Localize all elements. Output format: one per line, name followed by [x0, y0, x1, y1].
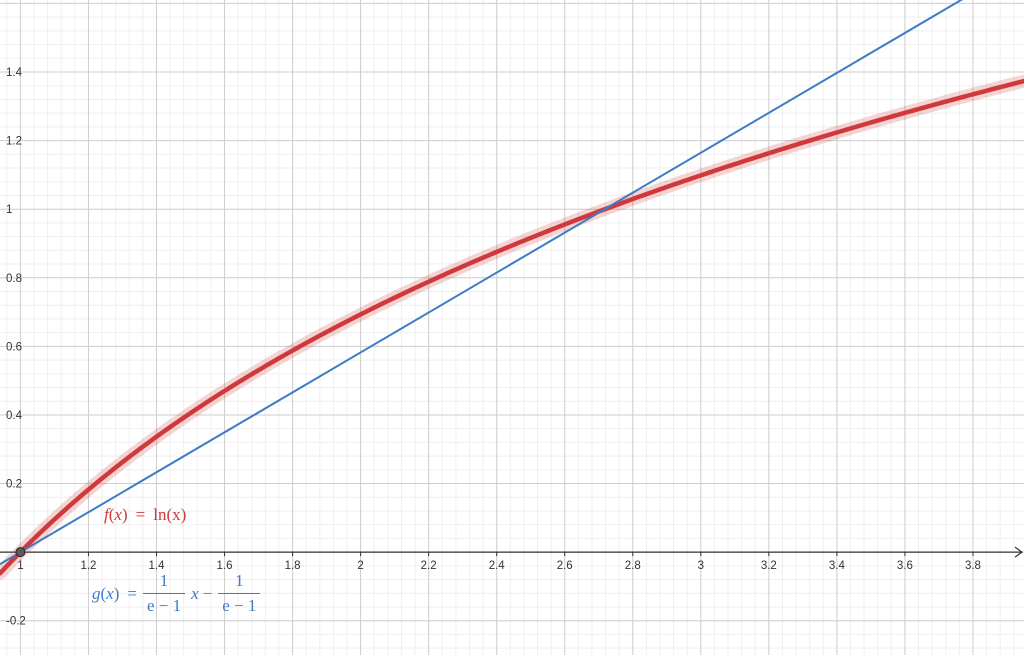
ln-curve-halo: [0, 74, 1024, 580]
x-axis-arrow: [1014, 546, 1024, 558]
x-tick-label: 2.4: [489, 560, 506, 572]
x-tick-label: 2.6: [557, 560, 573, 572]
x-tick-label: 1: [17, 560, 23, 572]
x-tick-label: 3: [698, 560, 704, 572]
x-tick-label: 3.2: [761, 560, 777, 572]
g-rhs-var: x: [191, 583, 199, 603]
g-frac1-numerator: 1: [159, 571, 169, 590]
x-tick-label: 2.8: [625, 560, 641, 572]
y-tick-label: 1.4: [6, 67, 23, 79]
g-var: x: [106, 583, 114, 603]
g-func-name: g: [92, 583, 101, 603]
y-tick-label: 1.2: [6, 136, 22, 148]
g-fraction-1: 1 e − 1: [142, 571, 186, 616]
f-var: x: [114, 505, 122, 524]
points-layer: [15, 547, 26, 558]
y-tick-label: 0.6: [6, 341, 22, 353]
f-rhs: ln(x): [153, 505, 187, 524]
secant-line[interactable]: [0, 0, 980, 565]
y-tick-label: 0.4: [6, 410, 23, 422]
y-tick-label: -0.2: [6, 616, 26, 628]
y-tick-label: 0.8: [6, 273, 22, 285]
axes: [0, 546, 1024, 558]
g-frac2-denominator: e − 1: [218, 593, 261, 616]
tick-labels: 1 1.2 1.4 1.6 1.8 2 2.2 2.4 2.6 2.8 3 3.2 3.4 3.6 3.8 -…: [6, 67, 981, 628]
x-tick-label: 1.4: [148, 560, 165, 572]
g-frac1-denominator: e − 1: [142, 593, 186, 616]
x-tick-label: 2.2: [421, 560, 437, 572]
intersection-point[interactable]: [15, 547, 26, 558]
y-tick-label: 1: [6, 204, 12, 216]
g-fraction-2: 1 e − 1: [218, 571, 261, 616]
x-tick-label: 1.2: [80, 560, 96, 572]
g-function-label: g(x) = 1 e − 1 x − 1 e − 1: [92, 571, 266, 616]
series-layer: [0, 0, 1024, 580]
ln-curve[interactable]: [0, 78, 1024, 576]
x-tick-label: 1.8: [285, 560, 301, 572]
x-tick-label: 1.6: [217, 560, 233, 572]
x-tick-label: 3.8: [965, 560, 981, 572]
g-frac2-numerator: 1: [235, 571, 244, 590]
g-equals: =: [127, 583, 137, 603]
f-function-label: f(x) = ln(x): [104, 505, 187, 524]
x-tick-label: 3.4: [829, 560, 846, 572]
g-minus: −: [202, 583, 213, 603]
x-tick-label: 3.6: [897, 560, 913, 572]
f-equals: =: [135, 505, 146, 524]
y-tick-label: 0.2: [6, 479, 22, 491]
x-tick-label: 2: [357, 560, 363, 572]
f-func-name: f: [104, 505, 109, 524]
